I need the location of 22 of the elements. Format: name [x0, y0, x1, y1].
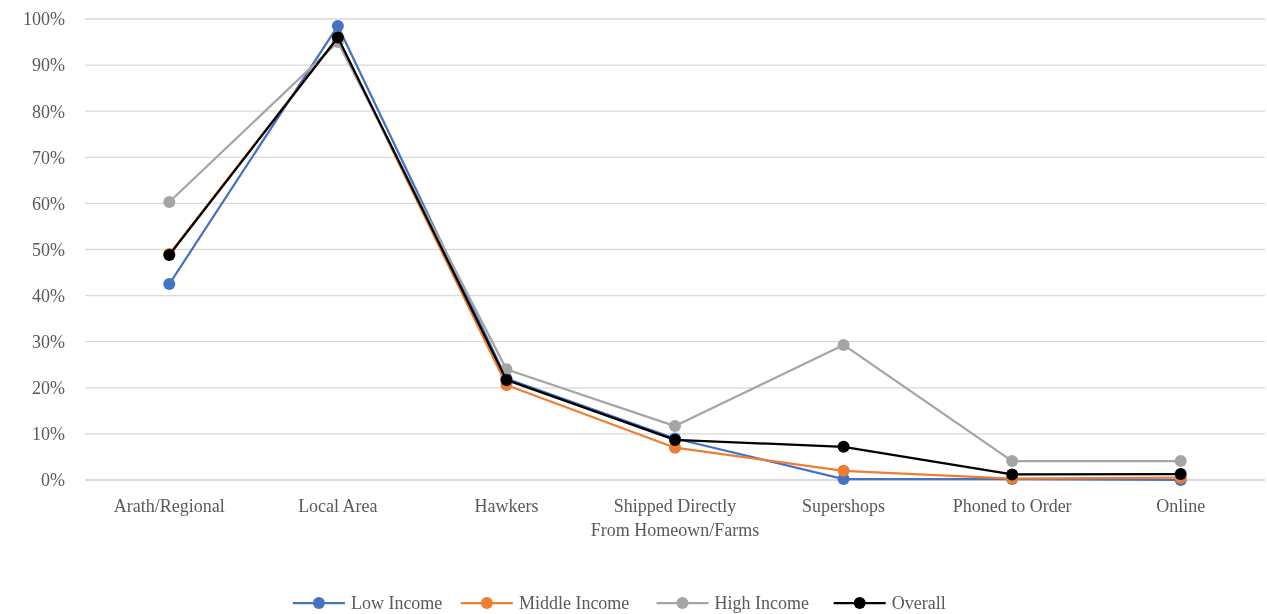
x-tick-label: Hawkers [474, 496, 539, 516]
y-tick-label: 20% [32, 378, 65, 399]
legend-label: Low Income [350, 593, 443, 614]
x-tick-label: Arath/Regional [113, 496, 225, 516]
y-tick-label: 40% [32, 285, 65, 306]
y-tick-label: 50% [32, 239, 65, 260]
x-tick-label: Supershops [802, 496, 886, 516]
y-tick-label: 10% [32, 424, 65, 445]
y-tick-label: 100% [23, 9, 65, 30]
x-tick-label: Online [1156, 496, 1206, 516]
y-tick-label: 60% [32, 193, 65, 214]
x-tick-label: Local Area [298, 496, 378, 516]
y-tick-label: 0% [41, 470, 65, 491]
x-tick-label: Shipped Directly From Homeown/Farms [590, 496, 760, 540]
legend-label: Overall [891, 593, 946, 614]
x-tick-label: Phoned to Order [952, 496, 1072, 516]
legend-label: Middle Income [518, 593, 630, 614]
y-tick-label: 70% [32, 147, 65, 168]
legend-label: High Income [714, 593, 809, 614]
y-tick-label: 90% [32, 55, 65, 76]
y-tick-label: 80% [32, 101, 65, 122]
y-tick-label: 30% [32, 332, 65, 352]
